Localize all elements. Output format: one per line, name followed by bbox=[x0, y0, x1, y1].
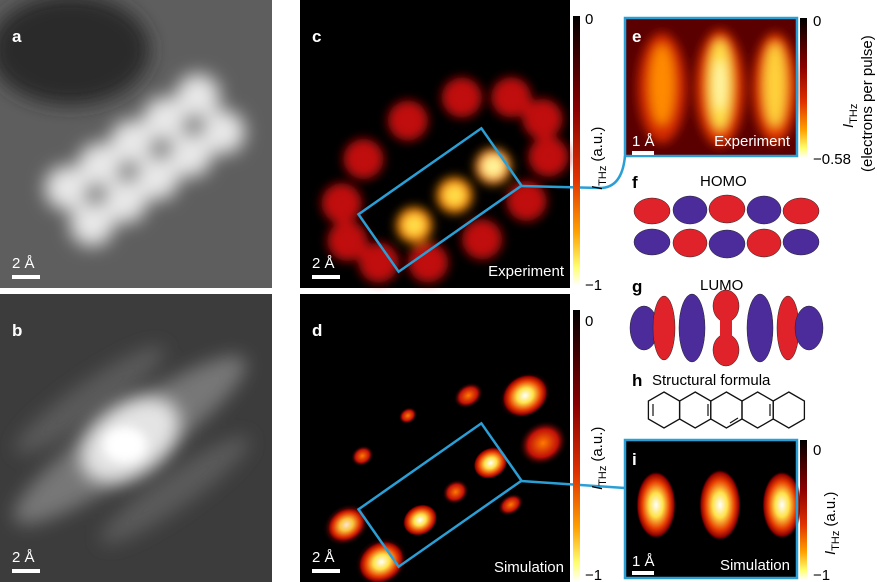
panel-label: c bbox=[312, 27, 321, 46]
panel-label: f bbox=[632, 173, 638, 192]
panel-c: c 2 Å Experiment 0 −1 ITHz(a.u.) bbox=[283, 0, 625, 328]
panel-h: h Structural formula bbox=[632, 371, 804, 428]
panel-label: b bbox=[12, 321, 22, 340]
panel-a: a 2 Å bbox=[0, 0, 272, 288]
panel-label: h bbox=[632, 371, 642, 390]
scale-bar-label: 2 Å bbox=[12, 549, 35, 566]
colorbar-max: 0 bbox=[585, 313, 593, 330]
orbital-title: HOMO bbox=[700, 173, 747, 190]
panel-label: d bbox=[312, 321, 322, 340]
colorbar-max: 0 bbox=[585, 11, 593, 28]
panel-d: d 2 Å Simulation 0 −1 ITHz(a.u.) bbox=[289, 294, 625, 582]
panel-b: b 2 Å bbox=[0, 294, 272, 582]
figure: a 2 Å b 2 Å c 2 Å Experiment 0 −1 ITHz(a… bbox=[0, 0, 877, 582]
caption: Experiment bbox=[488, 263, 565, 280]
scale-bar-label: 1 Å bbox=[632, 553, 655, 570]
colorbar-min: −0.58 bbox=[813, 151, 851, 168]
panel-label: g bbox=[632, 277, 642, 296]
panel-e: e 1 Å Experiment 0 −0.58 ITHz (electrons… bbox=[625, 13, 876, 172]
colorbar-label: ITHz bbox=[840, 104, 860, 128]
colorbar-label: ITHz(a.u.) bbox=[589, 127, 609, 190]
colorbar-label: ITHz(a.u.) bbox=[589, 427, 609, 490]
panel-g: g LUMO bbox=[630, 277, 823, 366]
caption: Experiment bbox=[714, 133, 791, 150]
panel-f: f HOMO bbox=[632, 173, 819, 258]
colorbar-label: ITHz(a.u.) bbox=[822, 492, 842, 555]
colorbar-min: −1 bbox=[813, 567, 830, 582]
caption: Simulation bbox=[720, 557, 790, 574]
panel-label: e bbox=[632, 27, 641, 46]
colorbar-min: −1 bbox=[585, 567, 602, 582]
panel-i: i 1 Å Simulation 0 −1 ITHz(a.u.) bbox=[625, 440, 842, 582]
scale-bar-label: 2 Å bbox=[312, 549, 335, 566]
colorbar-min: −1 bbox=[585, 277, 602, 294]
colorbar-max: 0 bbox=[813, 13, 821, 30]
caption: Simulation bbox=[494, 559, 564, 576]
scale-bar-label: 2 Å bbox=[12, 255, 35, 272]
formula-title: Structural formula bbox=[652, 372, 771, 389]
scale-bar-label: 1 Å bbox=[632, 133, 655, 150]
page: a 2 Å b 2 Å c 2 Å Experiment 0 −1 ITHz(a… bbox=[0, 0, 877, 582]
scale-bar-label: 2 Å bbox=[312, 255, 335, 272]
panel-label: i bbox=[632, 450, 637, 469]
colorbar-unit: (electrons per pulse) bbox=[859, 35, 876, 172]
panel-label: a bbox=[12, 27, 22, 46]
colorbar-max: 0 bbox=[813, 442, 821, 459]
